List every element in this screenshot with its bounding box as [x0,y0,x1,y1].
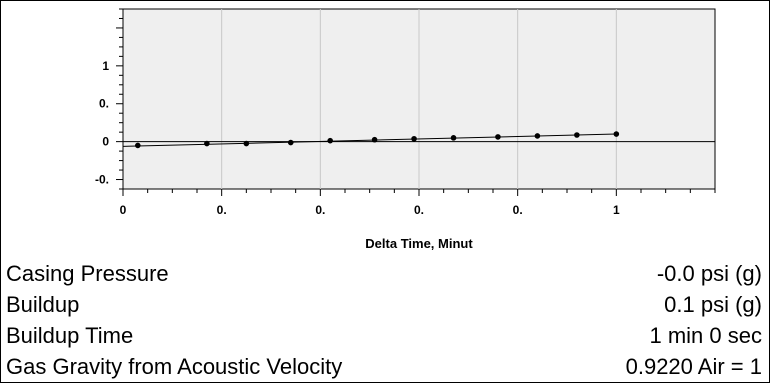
y-tick-label: 0. [99,97,109,111]
data-point [243,140,250,147]
info-label: Casing Pressure [6,261,169,286]
data-point [495,134,501,140]
info-value: 1 min 0 sec [649,323,763,348]
data-point [411,135,417,142]
buildup-chart: 0 0. 0. 0. 0. 1 -0. 0 0. 1 Delta Time, Minut [95,8,716,251]
x-tick-label: 0. [315,203,325,217]
info-value: 0.1 psi (g) [664,292,762,317]
info-row: Buildup 0.1 psi (g) [0,289,770,320]
x-axis-title: Delta Time, Minut [365,236,473,251]
x-tick-label: 0. [414,203,424,217]
info-row: Gas Gravity from Acoustic Velocity 0.9220… [0,351,770,382]
data-point [574,132,580,138]
grid-lines [221,9,617,189]
data-point [327,137,334,144]
data-point [135,142,141,149]
info-value: -0.0 psi (g) [656,261,762,286]
info-table: Casing Pressure -0.0 psi (g) Buildup 0.1 ps… [0,258,770,382]
axes: 0 0. 0. 0. 0. 1 -0. 0 0. 1 [95,8,716,217]
x-tick-label: 1 [613,203,620,217]
y-tick-label: -0. [95,173,109,187]
info-label: Buildup [6,292,80,317]
info-label: Gas Gravity from Acoustic Velocity [6,354,343,379]
series [122,131,715,149]
x-tick-label: 0 [120,203,127,217]
y-tick-label: 1 [102,59,109,73]
data-point [371,136,378,143]
info-row: Casing Pressure -0.0 psi (g) [0,258,770,289]
x-tick-label: 0. [217,203,227,217]
data-point [450,135,457,141]
info-row: Buildup Time 1 min 0 sec [0,320,770,351]
data-point [613,131,620,137]
data-point [204,140,210,147]
x-tick-label: 0. [513,203,523,217]
info-value: 0.9220 Air = 1 [625,354,762,379]
y-tick-label: 0 [102,135,109,149]
data-point [534,133,541,139]
data-point [287,139,294,146]
info-label: Buildup Time [6,323,134,348]
